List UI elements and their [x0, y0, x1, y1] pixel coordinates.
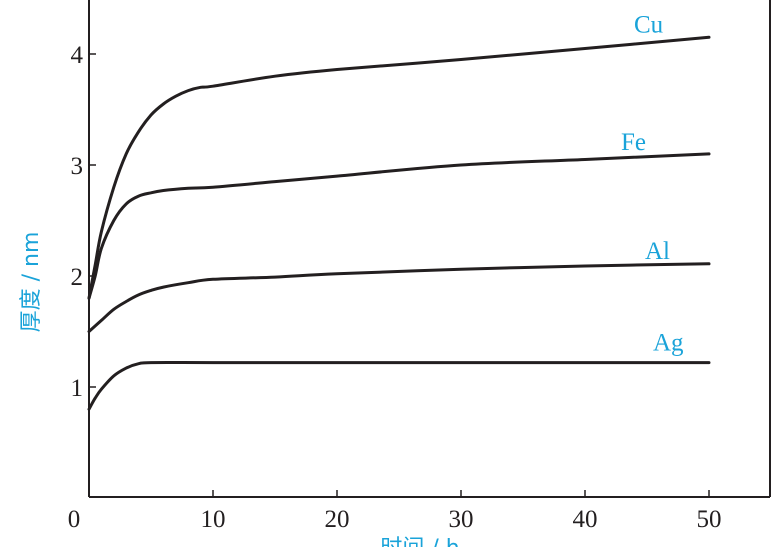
series-labels: Cu Fe Al Ag	[621, 11, 684, 356]
y-tick-label: 3	[71, 153, 84, 180]
x-tick-label: 30	[449, 506, 474, 533]
x-tick-label: 10	[201, 506, 226, 533]
y-tick-label: 2	[71, 264, 84, 291]
series-label-fe: Fe	[621, 129, 646, 156]
x-axis-title: 时间 / h	[380, 536, 459, 547]
x-tick-label: 50	[697, 506, 722, 533]
series-line-fe	[87, 152, 711, 300]
axes	[88, 0, 771, 498]
y-tick-label: 1	[71, 375, 84, 402]
series-label-al: Al	[645, 238, 670, 265]
series-label-ag: Ag	[653, 330, 684, 357]
x-tick-label: 40	[573, 506, 598, 533]
series-label-cu: Cu	[634, 11, 664, 38]
x-tick-label: 0	[68, 506, 81, 533]
series-line-cu	[87, 35, 711, 300]
y-axis-title: 厚度 / nm	[19, 232, 44, 333]
y-tick-label: 4	[71, 42, 84, 69]
series-lines	[87, 35, 711, 411]
series-line-al	[87, 262, 711, 333]
x-tick-label: 20	[325, 506, 350, 533]
series-line-ag	[87, 361, 711, 411]
